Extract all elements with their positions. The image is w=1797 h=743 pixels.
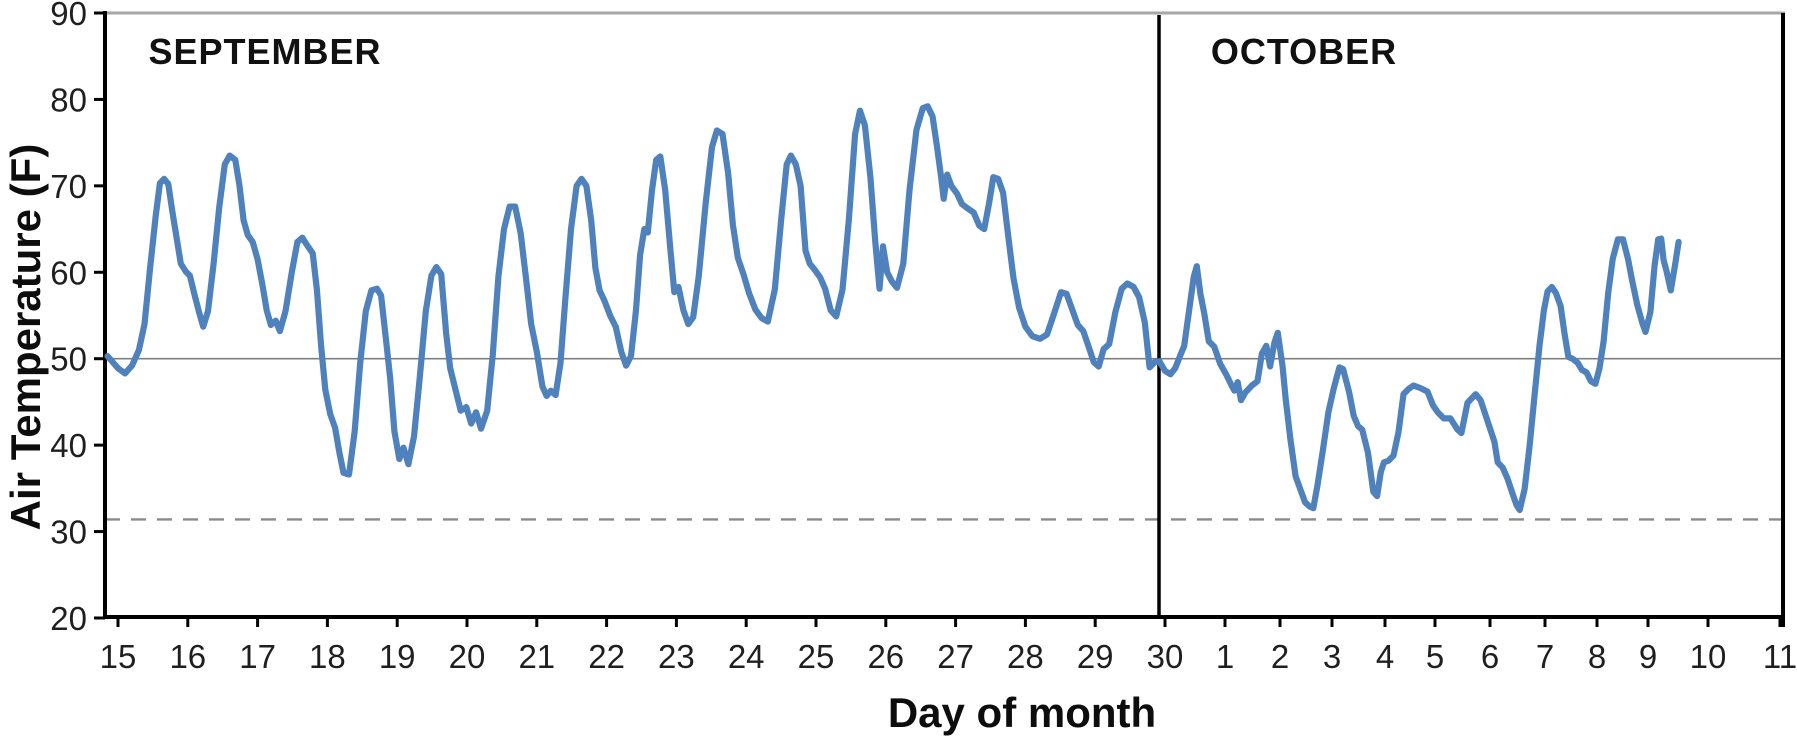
x-tick-label-oct-8: 8 xyxy=(1588,638,1606,675)
x-tick-label-oct-6: 6 xyxy=(1481,638,1499,675)
y-tick-label-20: 20 xyxy=(50,600,87,637)
x-tick-label-sep-23: 23 xyxy=(658,638,695,675)
x-tick-label-oct-10: 10 xyxy=(1690,638,1727,675)
x-tick-label-oct-2: 2 xyxy=(1271,638,1289,675)
x-tick-label-sep-16: 16 xyxy=(169,638,206,675)
x-tick-label-oct-11: 11 xyxy=(1763,638,1797,675)
x-tick-label-sep-29: 29 xyxy=(1077,638,1114,675)
x-tick-label-sep-20: 20 xyxy=(449,638,486,675)
x-tick-label-oct-7: 7 xyxy=(1536,638,1554,675)
air-temperature-series-line xyxy=(104,103,1682,514)
x-tick-label-sep-24: 24 xyxy=(728,638,765,675)
x-tick-label-sep-19: 19 xyxy=(379,638,416,675)
x-tick-label-sep-22: 22 xyxy=(588,638,625,675)
october-label: OCTOBER xyxy=(1211,31,1397,72)
x-tick-label-sep-28: 28 xyxy=(1007,638,1044,675)
x-tick-label-sep-18: 18 xyxy=(309,638,346,675)
x-tick-label-sep-27: 27 xyxy=(937,638,974,675)
x-tick-label-oct-5: 5 xyxy=(1426,638,1444,675)
y-tick-label-50: 50 xyxy=(50,341,87,378)
x-tick-label-sep-15: 15 xyxy=(100,638,137,675)
september-label: SEPTEMBER xyxy=(148,31,381,72)
x-tick-label-sep-21: 21 xyxy=(518,638,555,675)
y-tick-label-80: 80 xyxy=(50,81,87,118)
y-tick-label-30: 30 xyxy=(50,514,87,551)
x-tick-label-sep-25: 25 xyxy=(798,638,835,675)
y-tick-label-70: 70 xyxy=(50,168,87,205)
y-axis-title: Air Temperature (F) xyxy=(2,144,49,531)
x-tick-label-oct-1: 1 xyxy=(1216,638,1234,675)
y-tick-label-60: 60 xyxy=(50,254,87,291)
x-tick-label-sep-26: 26 xyxy=(867,638,904,675)
x-tick-label-sep-17: 17 xyxy=(239,638,276,675)
x-tick-label-oct-9: 9 xyxy=(1639,638,1657,675)
x-axis-title: Day of month xyxy=(888,689,1156,736)
x-tick-label-oct-4: 4 xyxy=(1376,638,1394,675)
x-tick-label-oct-3: 3 xyxy=(1323,638,1341,675)
y-tick-label-40: 40 xyxy=(50,427,87,464)
x-tick-label-sep-30: 30 xyxy=(1147,638,1184,675)
y-tick-label-90: 90 xyxy=(50,0,87,32)
